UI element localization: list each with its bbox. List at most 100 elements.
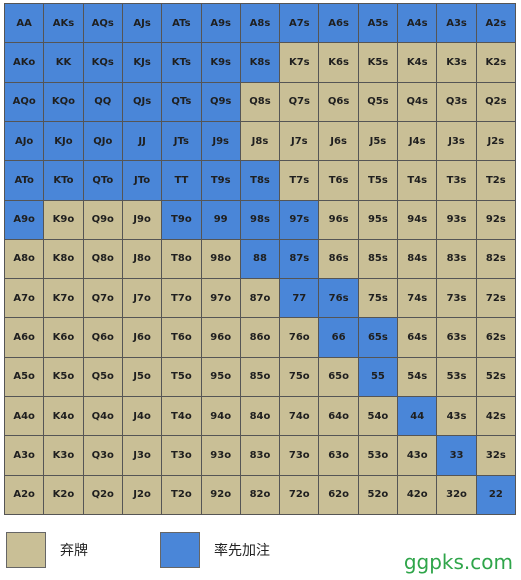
hand-cell: 92s — [476, 200, 515, 239]
hand-cell: 42s — [476, 397, 515, 436]
hand-cell: T9o — [162, 200, 201, 239]
hand-cell: Q2s — [476, 82, 515, 121]
hand-cell: J3o — [122, 436, 162, 475]
hand-cell: 44 — [398, 397, 437, 436]
hand-cell: KJs — [122, 43, 162, 82]
hand-cell: AJs — [122, 4, 162, 43]
hand-cell: T8o — [162, 239, 201, 279]
hand-cell: 98o — [201, 239, 240, 279]
hand-cell: A5s — [358, 4, 398, 43]
hand-cell: 54o — [358, 397, 398, 436]
hand-cell: T2s — [476, 161, 515, 200]
hand-cell: K9s — [201, 43, 240, 82]
hand-cell: 62o — [319, 475, 358, 514]
hand-cell: KQs — [83, 43, 122, 82]
hand-cell: A6o — [5, 318, 44, 357]
hand-cell: 96o — [201, 318, 240, 357]
hand-cell: 42o — [398, 475, 437, 514]
hand-cell: K6o — [44, 318, 83, 357]
hand-cell: Q2o — [83, 475, 122, 514]
hand-cell: JJ — [122, 121, 162, 161]
hand-cell: J8o — [122, 239, 162, 279]
hand-cell: 95o — [201, 357, 240, 397]
hand-cell: A8o — [5, 239, 44, 279]
hand-cell: Q8s — [240, 82, 280, 121]
hand-cell: AA — [5, 4, 44, 43]
legend-item-fold: 弃牌 — [6, 532, 88, 568]
hand-cell: A9o — [5, 200, 44, 239]
hand-cell: Q6s — [319, 82, 358, 121]
hand-cell: 77 — [280, 279, 319, 318]
hand-cell: 33 — [437, 436, 476, 475]
hand-cell: T6s — [319, 161, 358, 200]
hand-cell: Q8o — [83, 239, 122, 279]
hand-cell: T3o — [162, 436, 201, 475]
hand-cell: 73s — [437, 279, 476, 318]
hand-cell: Q3o — [83, 436, 122, 475]
hand-cell: Q9o — [83, 200, 122, 239]
hand-cell: 86s — [319, 239, 358, 279]
hand-cell: ATo — [5, 161, 44, 200]
hand-cell: 97o — [201, 279, 240, 318]
hand-cell: 95s — [358, 200, 398, 239]
hand-cell: 72s — [476, 279, 515, 318]
hand-cell: T5o — [162, 357, 201, 397]
hand-cell: 72o — [280, 475, 319, 514]
hand-cell: K3o — [44, 436, 83, 475]
hand-cell: K4s — [398, 43, 437, 82]
hand-cell: 87s — [280, 239, 319, 279]
hand-cell: A2s — [476, 4, 515, 43]
hand-cell: 85s — [358, 239, 398, 279]
hand-cell: J3s — [437, 121, 476, 161]
hand-cell: T2o — [162, 475, 201, 514]
hand-cell: A6s — [319, 4, 358, 43]
hand-cell: J7o — [122, 279, 162, 318]
hand-range-grid: AA AKs AQs AJs ATs A9s A8s A7s A6s A5s A4s A3s A2s AK… — [4, 3, 516, 515]
hand-cell: 75s — [358, 279, 398, 318]
hand-cell: JTo — [122, 161, 162, 200]
hand-cell: A7o — [5, 279, 44, 318]
hand-cell: J8s — [240, 121, 280, 161]
hand-cell: J5s — [358, 121, 398, 161]
hand-cell: Q9s — [201, 82, 240, 121]
hand-cell: Q5o — [83, 357, 122, 397]
hand-cell: QJs — [122, 82, 162, 121]
hand-cell: ATs — [162, 4, 201, 43]
hand-cell: J4o — [122, 397, 162, 436]
hand-cell: J9s — [201, 121, 240, 161]
hand-cell: T4s — [398, 161, 437, 200]
hand-cell: K8o — [44, 239, 83, 279]
hand-cell: J5o — [122, 357, 162, 397]
hand-cell: 32o — [437, 475, 476, 514]
hand-cell: 52s — [476, 357, 515, 397]
hand-cell: 62s — [476, 318, 515, 357]
hand-cell: 54s — [398, 357, 437, 397]
hand-cell: A3s — [437, 4, 476, 43]
legend-swatch-raise — [160, 532, 200, 568]
hand-cell: QTs — [162, 82, 201, 121]
hand-cell: 22 — [476, 475, 515, 514]
hand-cell: T8s — [240, 161, 280, 200]
legend-label-fold: 弃牌 — [60, 543, 88, 559]
hand-cell: K2s — [476, 43, 515, 82]
hand-cell: Q5s — [358, 82, 398, 121]
hand-cell: Q3s — [437, 82, 476, 121]
hand-cell: 64o — [319, 397, 358, 436]
hand-cell: QTo — [83, 161, 122, 200]
hand-cell: 65s — [358, 318, 398, 357]
hand-cell: 53o — [358, 436, 398, 475]
hand-cell: KJo — [44, 121, 83, 161]
hand-cell: TT — [162, 161, 201, 200]
hand-cell: 99 — [201, 200, 240, 239]
hand-cell: Q7s — [280, 82, 319, 121]
hand-cell: T9s — [201, 161, 240, 200]
hand-cell: J6o — [122, 318, 162, 357]
hand-cell: J7s — [280, 121, 319, 161]
hand-cell: 84o — [240, 397, 280, 436]
hand-cell: 63s — [437, 318, 476, 357]
hand-cell: AJo — [5, 121, 44, 161]
hand-cell: 96s — [319, 200, 358, 239]
hand-cell: K7s — [280, 43, 319, 82]
hand-cell: J2o — [122, 475, 162, 514]
hand-cell: 83o — [240, 436, 280, 475]
